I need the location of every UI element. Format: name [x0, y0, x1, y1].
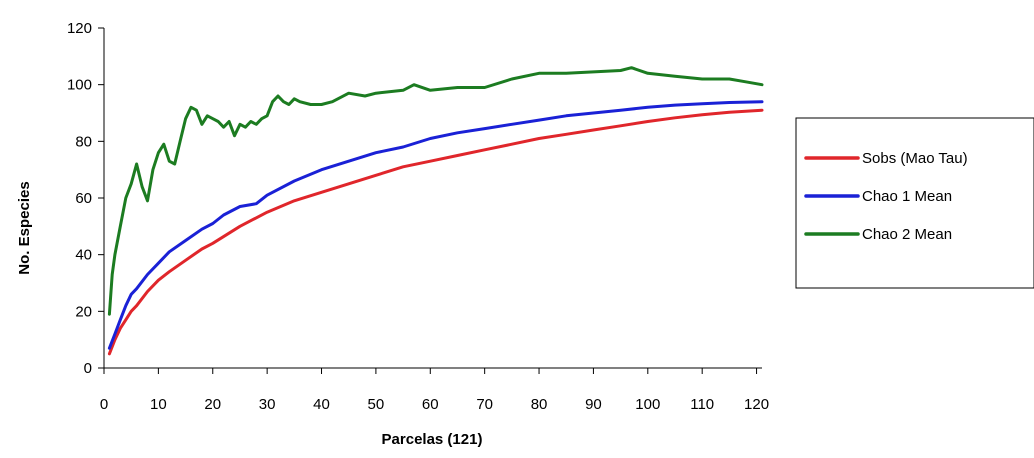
x-tick-label: 30 — [259, 396, 276, 413]
legend: Sobs (Mao Tau) Chao 1 Mean Chao 2 Mean — [795, 117, 1034, 289]
x-tick-label: 100 — [635, 396, 660, 413]
x-axis: 0 10 20 30 40 50 60 70 80 90 100 110 120 — [100, 367, 769, 413]
legend-box — [795, 117, 1034, 289]
x-tick-label: 110 — [690, 396, 714, 413]
y-tick-label: 20 — [75, 303, 92, 320]
x-tick-label: 50 — [368, 396, 385, 413]
x-tick-label: 80 — [531, 396, 548, 413]
y-axis: 0 20 40 60 80 100 120 — [67, 20, 105, 377]
y-tick-label: 60 — [75, 190, 92, 207]
y-tick-label: 0 — [84, 360, 92, 377]
series-line-3 — [107, 66, 764, 316]
x-tick-label: 0 — [100, 396, 108, 413]
series-line-2 — [107, 100, 764, 350]
legend-label: Chao 1 Mean — [862, 188, 952, 205]
x-tick-label: 10 — [150, 396, 167, 413]
x-tick-label: 60 — [422, 396, 439, 413]
series-lines — [107, 66, 764, 356]
x-tick-label: 90 — [585, 396, 602, 413]
series-line-1 — [107, 108, 764, 356]
x-tick-label: 20 — [204, 396, 221, 413]
y-tick-label: 80 — [75, 133, 92, 150]
x-tick-label: 40 — [313, 396, 330, 413]
legend-label: Chao 2 Mean — [862, 226, 952, 243]
y-tick-label: 120 — [67, 20, 92, 37]
y-tick-label: 100 — [67, 77, 92, 94]
legend-label: Sobs (Mao Tau) — [862, 150, 968, 167]
x-tick-label: 120 — [744, 396, 769, 413]
x-axis-title: Parcelas (121) — [382, 431, 483, 448]
y-tick-label: 40 — [75, 247, 92, 264]
y-axis-title: No. Especies — [16, 181, 33, 274]
x-tick-label: 70 — [476, 396, 493, 413]
